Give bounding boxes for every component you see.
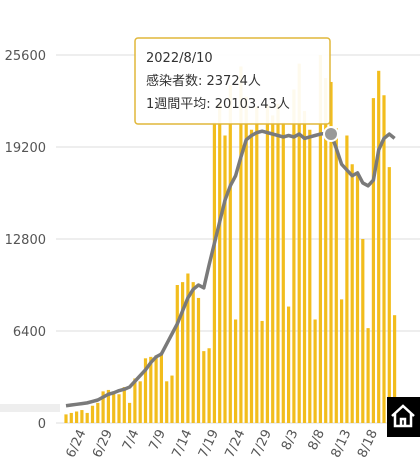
bar — [260, 320, 264, 423]
bar — [313, 319, 317, 423]
bar — [159, 352, 163, 423]
y-tick-label: 6400 — [13, 325, 46, 340]
bar — [345, 135, 349, 423]
bar — [334, 128, 338, 423]
bar — [80, 410, 84, 423]
bar — [340, 299, 344, 423]
x-tick-label: 8/8 — [306, 427, 328, 452]
bar — [297, 63, 301, 423]
bar — [154, 355, 158, 423]
y-tick-label: 25600 — [5, 49, 46, 64]
bar — [85, 412, 89, 423]
bar — [101, 391, 105, 423]
bar — [361, 239, 365, 423]
x-tick-label: 7/14 — [170, 427, 196, 460]
bar — [292, 89, 296, 423]
bar — [271, 115, 275, 423]
x-tick-label: 8/13 — [329, 427, 355, 460]
bar — [249, 129, 254, 423]
bar — [212, 122, 216, 423]
bar — [371, 98, 375, 423]
bar — [318, 55, 322, 423]
x-tick-label: 7/19 — [196, 427, 222, 460]
home-button[interactable] — [387, 397, 420, 437]
x-tick-label: 7/29 — [249, 427, 275, 460]
bar — [128, 402, 132, 423]
bar — [106, 389, 110, 423]
tooltip-line: 1週間平均: 20103.43人 — [146, 97, 290, 112]
bar — [265, 105, 269, 423]
bar — [234, 319, 238, 423]
bar — [223, 135, 227, 423]
bar — [207, 348, 211, 423]
home-icon — [391, 404, 415, 428]
bar — [175, 285, 179, 423]
tooltip-title: 2022/8/10 — [146, 51, 213, 66]
tooltip-box — [134, 37, 331, 125]
bar — [186, 273, 190, 423]
bar — [64, 414, 68, 423]
navigator — [0, 404, 60, 412]
bar — [196, 297, 201, 423]
bar — [387, 167, 391, 423]
bar — [281, 122, 285, 423]
bar — [228, 85, 232, 423]
bar — [75, 411, 79, 423]
bar — [69, 412, 73, 423]
x-tick-label: 7/4 — [120, 427, 142, 452]
tooltip-line: 感染者数: 23724人 — [146, 73, 261, 89]
bar — [117, 394, 121, 423]
bar — [255, 106, 259, 423]
bar — [181, 282, 185, 423]
bar — [355, 174, 360, 423]
bar — [377, 70, 381, 423]
bar — [96, 402, 100, 423]
bar — [191, 282, 195, 423]
bar — [170, 375, 174, 423]
hover-point — [323, 126, 339, 143]
bar — [143, 358, 148, 423]
bar — [366, 328, 370, 423]
bar — [138, 381, 142, 423]
bar — [350, 164, 354, 423]
y-tick-label: 12800 — [5, 233, 46, 248]
x-tick-label: 8/18 — [355, 427, 381, 460]
bar — [122, 387, 126, 423]
bar — [112, 391, 116, 423]
bar — [244, 96, 248, 423]
line — [65, 129, 396, 408]
bar — [133, 378, 137, 423]
bar — [308, 129, 312, 423]
bar — [393, 315, 397, 423]
bar — [302, 111, 307, 423]
x-tick-label: 7/9 — [147, 427, 169, 452]
bar — [149, 356, 153, 423]
bar — [239, 66, 243, 423]
bar — [382, 95, 386, 423]
x-tick-label: 8/3 — [279, 427, 301, 452]
bar — [165, 381, 169, 423]
bar — [324, 78, 328, 423]
y-tick-label: 0 — [38, 417, 46, 432]
y-tick-label: 19200 — [5, 141, 46, 156]
x-tick-label: 6/24 — [64, 427, 90, 460]
bar — [329, 81, 333, 423]
bar — [202, 351, 206, 423]
x-tick-label: 6/29 — [90, 427, 116, 460]
bar — [287, 306, 291, 423]
x-tick-label: 7/24 — [223, 427, 249, 460]
bar — [90, 405, 95, 423]
bar — [276, 103, 280, 423]
tooltip: 2022/8/10 感染者数: 23724人 1週間平均: 20103.43人 — [134, 37, 331, 125]
bar — [218, 102, 222, 423]
